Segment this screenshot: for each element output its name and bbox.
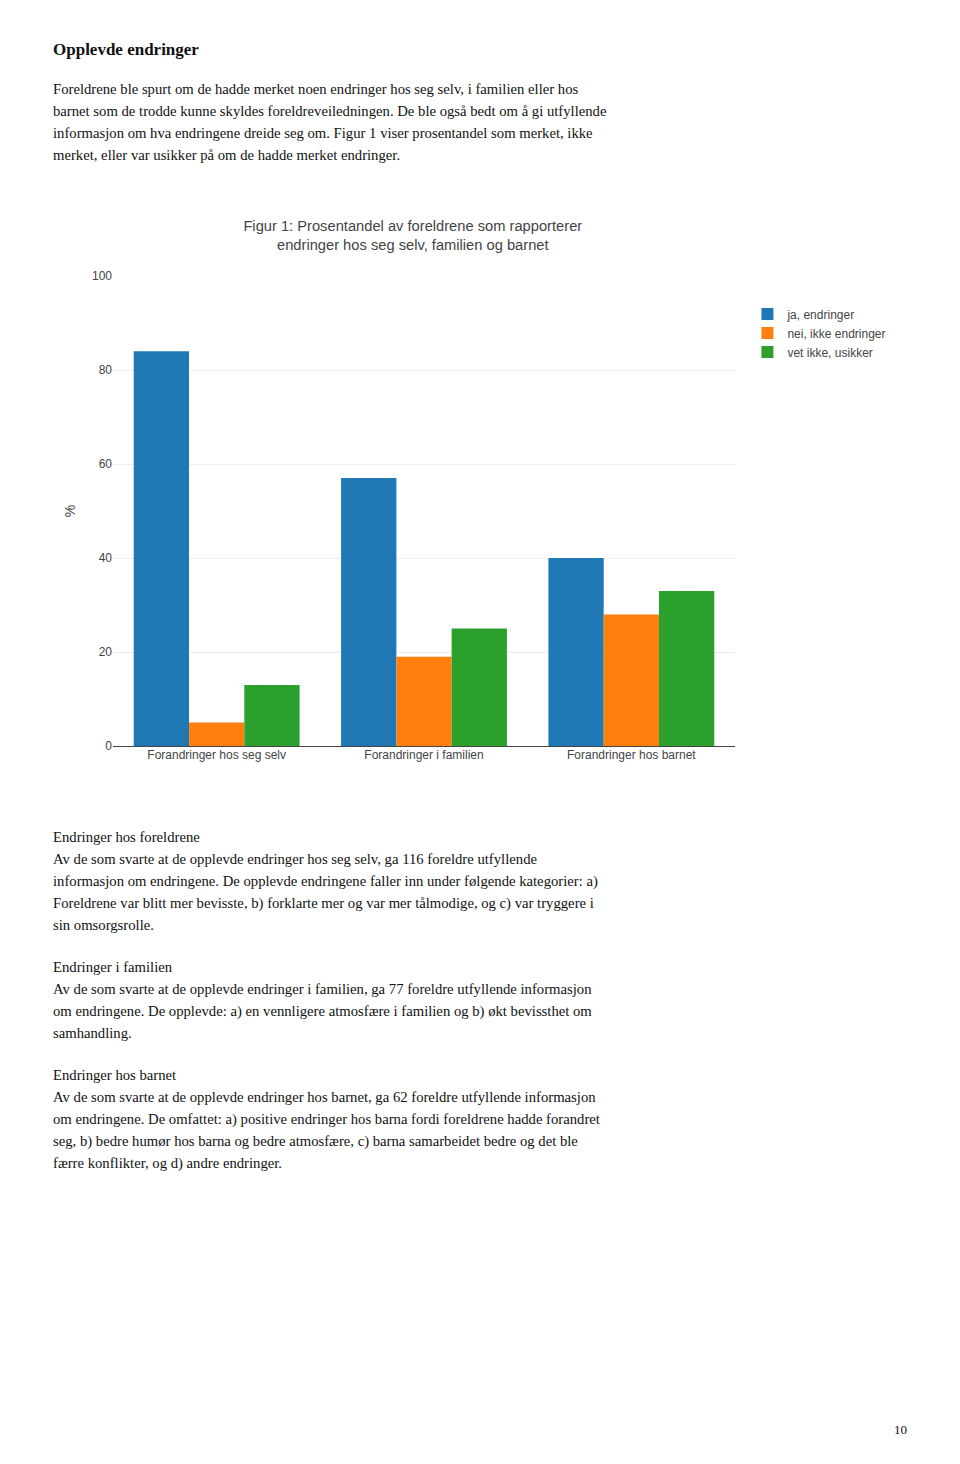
svg-text:ja, endringer: ja, endringer: [786, 308, 854, 322]
svg-text:Forandringer hos barnet: Forandringer hos barnet: [567, 748, 696, 762]
html-text:Av de som svarte at de opplevd: Av de som svarte at de opplevde endringe…: [53, 981, 592, 997]
html-text:barnet som de trodde kunne sky: barnet som de trodde kunne skyldes forel…: [53, 103, 607, 119]
html-text:Endringer i familien: Endringer i familien: [53, 959, 173, 975]
svg-text:vet ikke, usikker: vet ikke, usikker: [787, 346, 872, 360]
svg-text:20: 20: [99, 645, 113, 659]
html-text:10: 10: [894, 1422, 907, 1437]
html-text:Av de som svarte at de opplevd: Av de som svarte at de opplevde endringe…: [53, 1089, 596, 1105]
svg-text:Forandringer hos seg selv: Forandringer hos seg selv: [147, 748, 286, 762]
svg-text:100: 100: [92, 269, 112, 283]
svg-text:%: %: [62, 505, 78, 517]
svg-text:nei, ikke endringer: nei, ikke endringer: [787, 327, 885, 341]
svg-text:0: 0: [105, 739, 112, 753]
html-text:Endringer hos foreldrene: Endringer hos foreldrene: [53, 829, 200, 845]
svg-text:40: 40: [99, 551, 113, 565]
html-text:færre konflikter, og d) andre: færre konflikter, og d) andre endringer.: [53, 1155, 282, 1171]
svg-text:60: 60: [99, 457, 113, 471]
html-text:Foreldrene ble spurt om de had: Foreldrene ble spurt om de hadde merket …: [53, 81, 579, 97]
html-text:informasjon om endringene. De: informasjon om endringene. De opplevde e…: [53, 873, 598, 889]
html-text:Opplevde endringer: Opplevde endringer: [53, 40, 199, 59]
html-text:samhandling.: samhandling.: [53, 1025, 132, 1041]
html-text:Endringer hos barnet: Endringer hos barnet: [53, 1067, 177, 1083]
html-text:merket, eller var usikker på o: merket, eller var usikker på om de hadde…: [53, 147, 401, 163]
html-text:om endringene. De opplevde: a): om endringene. De opplevde: a) en vennli…: [53, 1003, 592, 1019]
svg-text:Figur 1: Prosentandel av forel: Figur 1: Prosentandel av foreldrene som …: [243, 218, 582, 253]
html-text:Av de som svarte at de opplevd: Av de som svarte at de opplevde endringe…: [53, 851, 537, 867]
html-text:sin omsorgsrolle.: sin omsorgsrolle.: [53, 917, 154, 933]
svg-text:Forandringer i familien: Forandringer i familien: [364, 748, 483, 762]
html-text:seg, b) bedre humør hos barna: seg, b) bedre humør hos barna og bedre a…: [53, 1133, 578, 1149]
html-text:om endringene. De omfattet: a): om endringene. De omfattet: a) positive …: [53, 1111, 600, 1127]
html-text:Foreldrene var blitt mer bevis: Foreldrene var blitt mer bevisste, b) fo…: [53, 895, 594, 911]
svg-text:80: 80: [99, 363, 113, 377]
html-text:informasjon om hva endringene: informasjon om hva endringene dreide seg…: [53, 125, 593, 141]
